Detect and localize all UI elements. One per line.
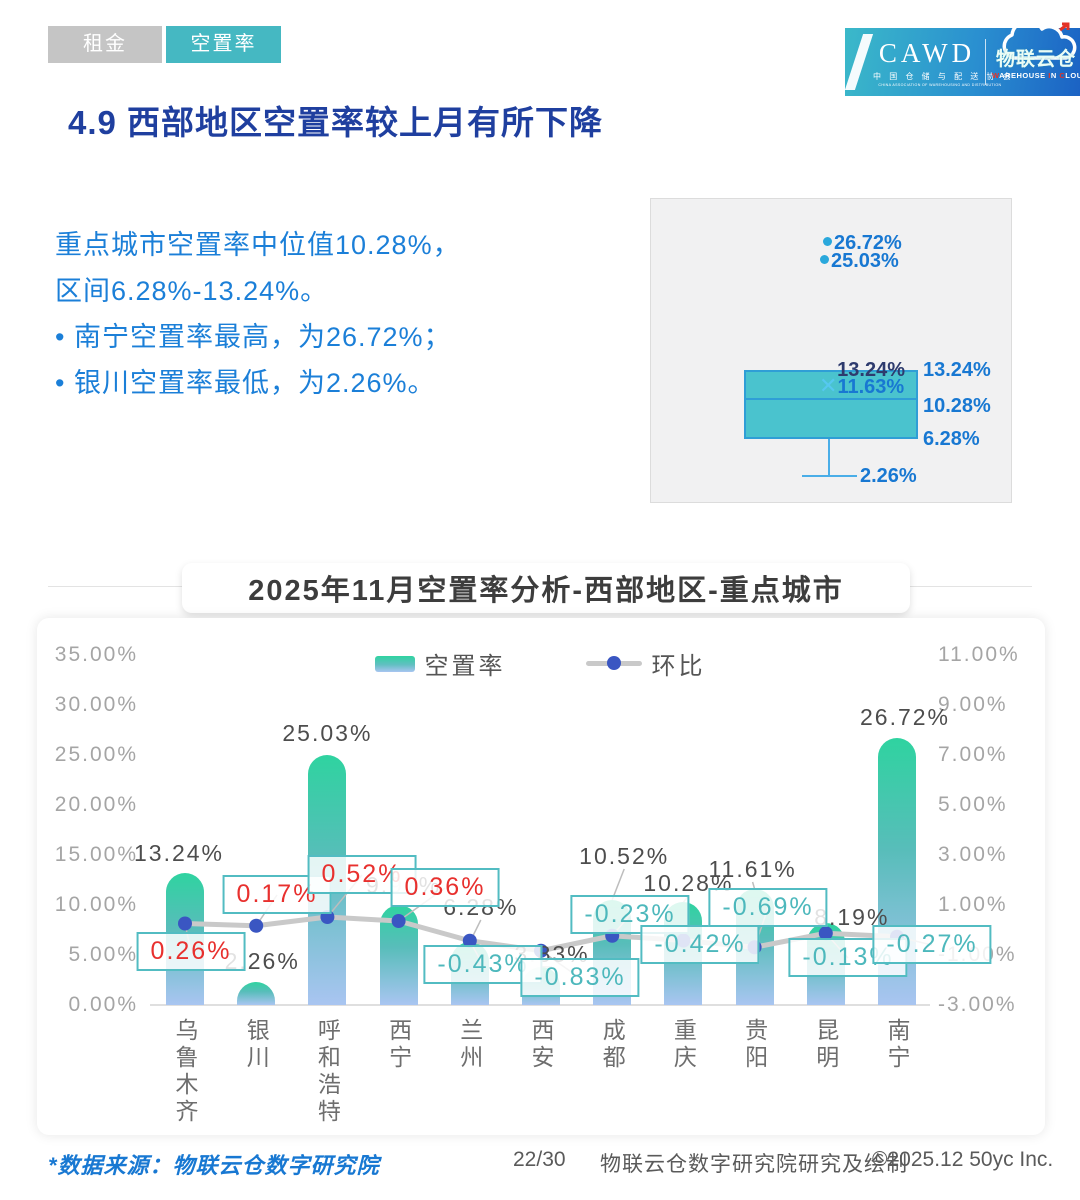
- chart-card: [37, 618, 1045, 1135]
- chart-title-card: 2025年11月空置率分析-西部地区-重点城市: [182, 563, 910, 613]
- summary-line-1: 重点城市空置率中位值10.28%，: [55, 230, 461, 260]
- cawd-chinese-name: 中 国 仓 储 与 配 送 协 会: [873, 71, 1014, 81]
- logo-divider: [985, 39, 986, 85]
- mean-x-icon: ✕: [819, 373, 838, 398]
- tab-vacancy[interactable]: 空置率: [166, 26, 281, 63]
- data-source-note: *数据来源：物联云仓数字研究院: [48, 1153, 380, 1178]
- warehouse-in-cloud-logo: 物联云仓 WAREHOUSE IN CLOUD: [992, 19, 1080, 80]
- outlier-point: [820, 255, 829, 264]
- median-line: [744, 398, 918, 400]
- summary-bullet-2: • 银川空置率最低，为2.26%。: [55, 368, 436, 398]
- wic-letters: LOUD: [1065, 71, 1080, 80]
- mean-value: 11.63%: [837, 376, 905, 398]
- wic-letter: W: [992, 71, 1000, 80]
- wic-chinese-wordmark: 物联云仓: [992, 44, 1080, 71]
- box-iqr: [744, 370, 918, 439]
- chart-legend: 空置率 环比: [150, 646, 930, 681]
- logo-slash-decoration: [844, 34, 874, 90]
- q1-label: 6.28%: [923, 428, 980, 450]
- bar-series-swatch-icon: [374, 655, 415, 672]
- wic-letter: C: [1059, 71, 1066, 80]
- cawd-english-name: CHINA ASSOCIATION OF WAREHOUSING AND DIS…: [878, 81, 1002, 87]
- cloud-icon: [1002, 19, 1077, 60]
- tab-rent[interactable]: 租金: [48, 26, 162, 63]
- mean-marker-label: ✕11.63%: [819, 373, 904, 399]
- cawd-wordmark: CAWD: [878, 37, 976, 68]
- line-series-swatch-icon: [585, 656, 642, 670]
- min-label: 2.26%: [860, 465, 917, 487]
- legend-label-vacancy: 空置率: [424, 653, 506, 680]
- q3-label: 13.24%: [923, 359, 991, 381]
- footer-copyright: ©2025.12 50yc Inc.: [872, 1148, 1054, 1171]
- legend-item-vacancy[interactable]: 空置率: [374, 646, 506, 681]
- q3-inner-label: 13.24%: [837, 359, 905, 381]
- outlier-label: 25.03%: [831, 250, 899, 272]
- outlier-label: 26.72%: [834, 232, 902, 254]
- summary-bullet-1: • 南宁空置率最高，为26.72%；: [55, 322, 452, 352]
- brand-logo: CAWD 中 国 仓 储 与 配 送 协 会 CHINA ASSOCIATION…: [844, 19, 1080, 96]
- wic-letters: N: [1050, 71, 1060, 80]
- wic-letter: I: [1048, 71, 1051, 80]
- summary-line-2: 区间6.28%-13.24%。: [55, 276, 329, 306]
- legend-item-mom[interactable]: 环比: [585, 646, 706, 681]
- page-number: 22/30: [513, 1148, 566, 1171]
- lower-whisker: [828, 439, 830, 476]
- chart-title: 2025年11月空置率分析-西部地区-重点城市: [248, 575, 844, 607]
- page-title: 4.9 西部地区空置率较上月有所下降: [68, 104, 604, 141]
- footer-credit: 物联云仓数字研究院研究及绘制: [600, 1153, 908, 1176]
- summary-text: 重点城市空置率中位值10.28%， 区间6.28%-13.24%。 • 南宁空置…: [55, 222, 615, 406]
- boxplot-panel: 26.72% 25.03% ✕11.63% 13.24% 13.24% 10.2…: [650, 198, 1012, 503]
- cawd-logo: CAWD 中 国 仓 储 与 配 送 协 会 CHINA ASSOCIATION…: [873, 37, 1014, 87]
- median-label: 10.28%: [923, 395, 991, 417]
- whisker-cap: [802, 475, 857, 477]
- outlier-point: [823, 237, 832, 246]
- legend-label-mom: 环比: [651, 653, 706, 680]
- wic-english-wordmark: WAREHOUSE IN CLOUD: [992, 71, 1080, 80]
- wic-letters: AREHOUSE: [999, 71, 1049, 80]
